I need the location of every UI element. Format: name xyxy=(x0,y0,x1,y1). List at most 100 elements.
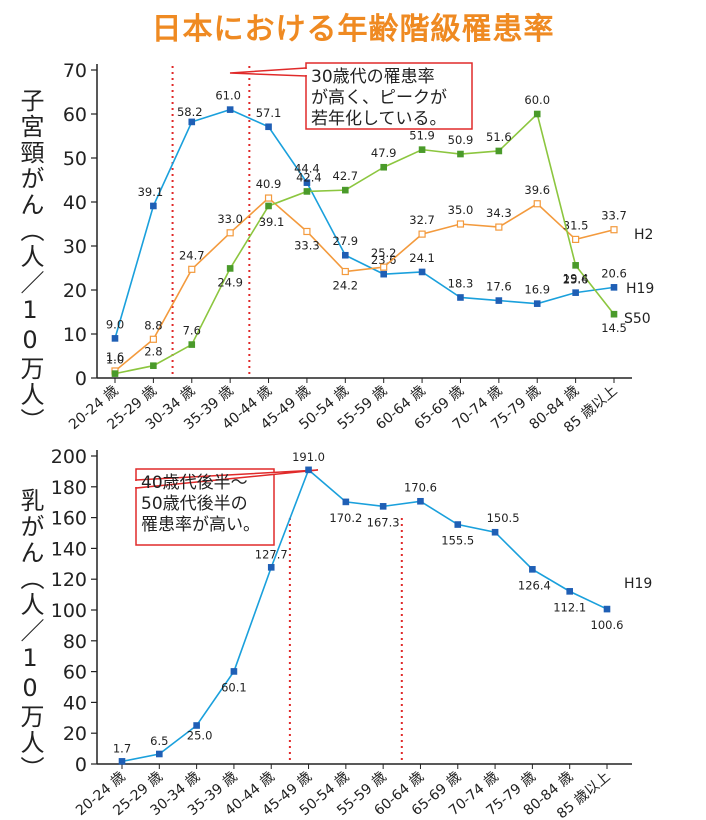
data-label-H19: 60.1 xyxy=(221,680,247,694)
annotation-line: 若年化している。 xyxy=(311,109,447,129)
data-point-S50 xyxy=(150,362,157,369)
data-point-H2 xyxy=(264,194,273,202)
y-tick-label: 120 xyxy=(51,569,87,591)
data-point-H19 xyxy=(610,284,618,291)
data-point-H19 xyxy=(533,300,541,307)
data-label-H2: 25.2 xyxy=(371,246,397,260)
data-label-H19: 20.6 xyxy=(601,266,627,280)
data-label-H2: 32.7 xyxy=(409,213,435,227)
data-label-H19: 18.3 xyxy=(448,276,474,290)
data-point-H2 xyxy=(380,263,388,271)
data-label-S50: 51.9 xyxy=(409,129,435,143)
data-label-H19: 17.6 xyxy=(486,280,512,294)
annotation-line: が高く、ピークが xyxy=(311,88,447,108)
data-point-H19 xyxy=(111,335,119,342)
y-tick-label: 180 xyxy=(51,477,87,499)
annotation-box xyxy=(305,62,473,130)
data-label-H19: 61.0 xyxy=(215,89,241,103)
data-point-H19 xyxy=(188,118,196,126)
data-label-H19: 127.7 xyxy=(255,547,288,561)
data-point-H19 xyxy=(267,564,275,571)
data-point-H2 xyxy=(456,220,465,228)
data-point-S50 xyxy=(342,186,349,194)
series-line-H19 xyxy=(121,468,608,763)
data-point-H2 xyxy=(226,229,234,237)
data-point-H19 xyxy=(572,289,579,296)
data-label-S50: 50.9 xyxy=(448,133,474,147)
data-point-H19 xyxy=(226,106,234,113)
series-label-H19: H19 xyxy=(624,576,652,592)
data-label-S50: 24.9 xyxy=(217,275,243,289)
data-point-H19 xyxy=(230,668,238,675)
data-point-H19 xyxy=(454,521,462,528)
series-line-H19 xyxy=(114,108,615,339)
data-point-H19 xyxy=(566,588,573,595)
data-label-H2: 34.3 xyxy=(486,206,512,220)
data-label-H2: 31.5 xyxy=(563,218,589,232)
annotation-line: 50歳代後半の xyxy=(141,494,248,514)
y-tick-label: 20 xyxy=(63,280,87,302)
data-point-H19 xyxy=(379,503,387,510)
data-label-H19: 155.5 xyxy=(441,534,474,548)
data-point-H19 xyxy=(380,270,387,278)
data-label-S50: 25.6 xyxy=(563,272,589,286)
series-label-S50: S50 xyxy=(624,311,651,327)
annotation-line: 40歳代後半～ xyxy=(141,473,248,493)
y-tick-label: 30 xyxy=(63,236,87,258)
data-point-H19 xyxy=(342,251,349,259)
annotation-line: 30歳代の罹患率 xyxy=(311,67,435,87)
data-label-H2: 33.3 xyxy=(294,238,320,252)
annotation-line: 罹患率が高い。 xyxy=(141,515,260,535)
y-tick-label: 100 xyxy=(51,600,87,622)
y-tick-label: 10 xyxy=(63,324,87,346)
series-line-H2 xyxy=(114,196,615,372)
data-label-H2: 33.0 xyxy=(217,212,243,226)
data-label-H19: 1.7 xyxy=(113,741,131,755)
data-label-H19: 126.4 xyxy=(518,578,551,592)
data-point-H19 xyxy=(529,566,536,573)
data-point-H19 xyxy=(418,268,426,276)
data-point-H2 xyxy=(418,230,426,238)
data-label-S50: 7.6 xyxy=(183,324,201,338)
page-title: 日本における年齢階級罹患率 xyxy=(151,12,555,47)
data-label-S50: 42.7 xyxy=(333,169,359,183)
annotation-text: 40歳代後半～ 50歳代後半の罹患率が高い。 xyxy=(141,473,260,535)
data-label-H19: 16.9 xyxy=(524,283,550,297)
data-label-H19: 19.4 xyxy=(563,272,589,286)
data-label-S50: 47.9 xyxy=(371,146,397,160)
y-tick-label: 60 xyxy=(63,662,87,684)
data-point-S50 xyxy=(188,341,196,348)
data-label-S50: 1.0 xyxy=(106,353,124,367)
y-tick-label: 160 xyxy=(51,508,87,530)
data-point-H19 xyxy=(150,202,157,210)
data-point-H2 xyxy=(495,223,503,231)
data-point-H2 xyxy=(572,235,580,243)
data-point-H19 xyxy=(417,497,424,505)
data-label-H19: 6.5 xyxy=(150,734,168,748)
y-tick-label: 50 xyxy=(63,148,87,170)
data-label-H19: 170.6 xyxy=(404,480,437,494)
y-axis-label: 子宮頸がん（人／10万人） xyxy=(16,88,44,434)
annotation-text: 30歳代の罹患率が高く、ピークが若年化している。 xyxy=(311,67,447,129)
data-label-H19: 170.2 xyxy=(329,511,362,525)
data-point-H2 xyxy=(341,267,349,276)
y-tick-label: 20 xyxy=(63,723,87,745)
data-label-H19: 112.1 xyxy=(553,600,586,614)
data-point-S50 xyxy=(533,110,541,118)
y-tick-label: 200 xyxy=(51,446,87,468)
data-label-H19: 25.0 xyxy=(187,729,213,743)
data-label-H19: 57.1 xyxy=(256,106,282,120)
data-label-H19: 23.6 xyxy=(371,253,397,267)
data-label-S50: 14.5 xyxy=(601,321,627,335)
data-label-S50: 2.8 xyxy=(144,345,162,359)
data-point-H2 xyxy=(610,226,618,234)
y-tick-label: 0 xyxy=(75,754,87,776)
data-point-S50 xyxy=(303,188,311,195)
data-point-S50 xyxy=(457,150,464,158)
data-label-H2: 40.9 xyxy=(256,177,282,191)
data-point-H19 xyxy=(193,722,200,729)
data-label-H19: 39.1 xyxy=(138,185,164,199)
data-label-H2: 39.6 xyxy=(524,183,550,197)
data-label-H19: 27.9 xyxy=(333,234,359,248)
data-point-H19 xyxy=(457,294,464,301)
